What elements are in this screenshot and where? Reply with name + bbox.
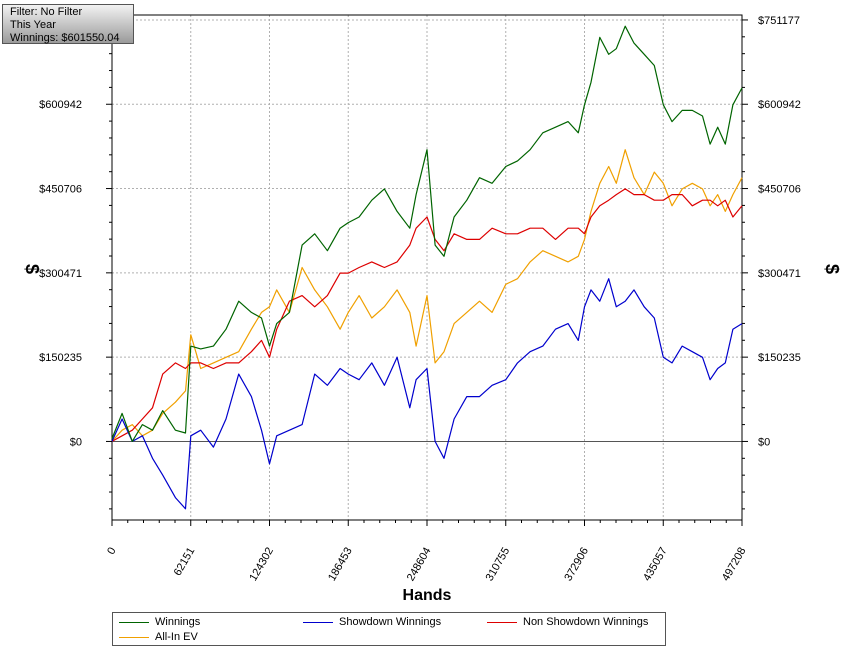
legend-swatch-allin-ev bbox=[119, 636, 149, 638]
legend-swatch-winnings bbox=[119, 621, 149, 623]
grid-layer bbox=[112, 15, 742, 520]
y-tick-label-left: $300471 bbox=[39, 268, 82, 280]
y-tick-label-left: $450706 bbox=[39, 184, 82, 196]
y-tick-label-right: $150235 bbox=[758, 352, 801, 364]
legend-label-showdown: Showdown Winnings bbox=[339, 616, 442, 628]
y-tick-label-right: $751177 bbox=[758, 15, 800, 27]
winnings-text: Winnings: $601550.04 bbox=[10, 32, 120, 44]
x-tick-label: 372906 bbox=[562, 546, 591, 584]
tick-layer: 0 62151 124302 186453 248604 310755 372906 4350… bbox=[39, 15, 801, 583]
y-tick-label-right: $0 bbox=[758, 436, 770, 448]
x-tick-label: 0 bbox=[105, 546, 118, 557]
legend: Winnings Showdown Winnings Non Showdown … bbox=[112, 612, 666, 646]
y-tick-label-left: $150235 bbox=[39, 352, 82, 364]
x-tick-label: 435057 bbox=[641, 546, 670, 584]
y-axis-label-left: $ bbox=[22, 264, 42, 274]
legend-swatch-showdown bbox=[303, 621, 333, 623]
legend-label-winnings: Winnings bbox=[155, 616, 201, 628]
y-tick-label-right: $450706 bbox=[758, 184, 801, 196]
legend-item-allin-ev[interactable]: All-In EV bbox=[119, 630, 198, 644]
x-tick-label: 310755 bbox=[484, 546, 513, 584]
filter-info-box: Filter: No Filter This Year Winnings: $6… bbox=[2, 4, 134, 44]
legend-label-allin-ev: All-In EV bbox=[155, 631, 198, 643]
y-tick-label-left: $0 bbox=[70, 436, 82, 448]
x-tick-label: 186453 bbox=[326, 546, 355, 584]
x-tick-label: 62151 bbox=[172, 546, 198, 578]
x-tick-label: 497208 bbox=[720, 546, 749, 584]
legend-swatch-non-showdown bbox=[487, 621, 517, 623]
x-tick-label: 124302 bbox=[247, 546, 276, 584]
legend-item-non-showdown[interactable]: Non Showdown Winnings bbox=[487, 615, 648, 629]
y-tick-label-right: $300471 bbox=[758, 268, 801, 280]
series-layer bbox=[111, 25, 743, 510]
series-line-non-showdown-winnings bbox=[111, 188, 743, 442]
x-tick-label: 248604 bbox=[405, 546, 434, 584]
period-text: This Year bbox=[10, 19, 56, 31]
y-tick-label-left: $600942 bbox=[39, 99, 82, 111]
y-tick-label-right: $600942 bbox=[758, 99, 801, 111]
x-axis-label: Hands bbox=[403, 587, 452, 604]
series-line-all-in-ev bbox=[111, 149, 743, 442]
y-axis-label-right: $ bbox=[822, 264, 842, 274]
series-line-winnings bbox=[111, 25, 743, 442]
filter-text: Filter: No Filter bbox=[10, 6, 83, 18]
series-line-showdown-winnings bbox=[111, 278, 743, 510]
legend-label-non-showdown: Non Showdown Winnings bbox=[523, 616, 649, 628]
legend-item-winnings[interactable]: Winnings bbox=[119, 615, 200, 629]
legend-item-showdown[interactable]: Showdown Winnings bbox=[303, 615, 441, 629]
